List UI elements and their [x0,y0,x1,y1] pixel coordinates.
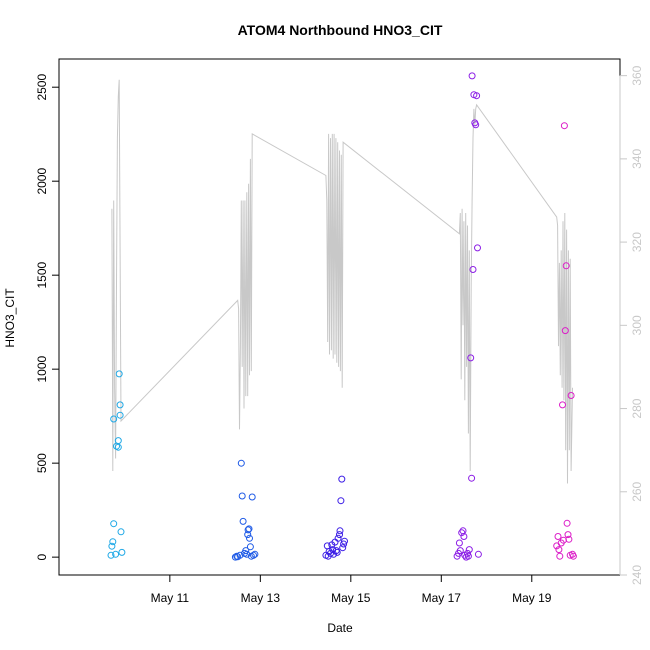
data-point [467,354,475,362]
data-point [108,542,116,550]
data-point [464,552,472,560]
data-point [117,528,125,536]
data-point [245,525,253,533]
data-point [569,552,577,560]
data-point [460,533,468,540]
data-point [560,122,568,130]
data-point [465,546,473,554]
y-axis-label: HNO3_CIT [3,288,17,348]
y2-tick-label: 300 [630,315,644,335]
data-point [561,327,569,335]
data-point [472,121,480,129]
x-tick-label: May 15 [331,591,371,605]
data-point [563,519,571,527]
data-point [468,72,476,80]
x-tick-label: May 17 [422,591,462,605]
data-point [114,443,122,451]
scatter-points-group [107,72,577,561]
data-point [333,548,341,556]
data-point [339,544,347,552]
data-point [458,529,466,537]
y2-tick-label: 260 [630,481,644,501]
y2-tick-label: 340 [630,149,644,169]
data-point [336,531,343,539]
data-point [112,550,120,558]
y-axis-left: 0 500 1000 1500 2000 2500 [35,74,60,560]
data-point [110,520,118,528]
data-point [564,531,572,539]
data-point [246,534,253,542]
data-point [334,534,342,542]
data-point [248,493,256,501]
data-point [237,459,245,467]
data-point [251,550,259,558]
x-axis-label: Date [327,621,353,635]
line-series [111,79,573,484]
data-point [114,437,122,445]
data-point [556,552,564,560]
data-point [116,401,124,409]
data-point [559,401,566,409]
data-point [474,244,481,252]
x-tick-label: May 11 [151,591,190,605]
data-point [469,266,477,273]
data-point [243,550,251,558]
data-point [238,492,246,500]
data-point [459,527,467,535]
data-point [554,533,562,540]
data-point [107,551,115,559]
data-point [555,546,563,554]
data-point [236,551,244,559]
y2-tick-label: 360 [630,65,644,85]
y-tick-label: 500 [35,453,49,473]
x-tick-label: May 19 [512,591,552,605]
data-point [456,547,464,555]
data-point [565,535,573,543]
data-point [455,539,463,547]
data-point [474,550,482,558]
data-point [327,549,334,557]
y-tick-label: 2000 [35,168,49,195]
y-tick-label: 2500 [35,74,49,101]
data-point [239,517,247,525]
data-point [468,474,476,482]
data-point [336,527,344,535]
chart-title: ATOM4 Northbound HNO3_CIT [238,22,443,38]
data-point [115,370,123,378]
data-point [118,548,126,556]
data-point [246,543,254,551]
line-series-group [111,79,573,484]
data-point [338,475,346,483]
data-point [567,392,575,399]
data-point [116,411,124,419]
data-point [242,547,250,555]
y-tick-label: 1500 [35,262,49,289]
data-point [337,497,345,505]
x-tick-label: May 13 [241,591,281,605]
data-point [244,526,252,534]
y2-tick-label: 280 [630,398,644,418]
data-point [110,415,118,423]
y2-tick-label: 320 [630,232,644,252]
y-tick-label: 1000 [35,355,49,382]
y-axis-right: 240 260 280 300 320 340 360 [619,65,644,585]
data-point [562,262,570,270]
data-point [341,537,348,545]
data-point [250,551,257,559]
data-point [231,553,239,561]
x-axis: May 11 May 13 May 15 May 17 May 19 [151,574,552,605]
y2-tick-label: 240 [630,565,644,585]
y-tick-label: 0 [35,553,49,560]
data-point [109,538,117,546]
data-point [473,92,481,100]
